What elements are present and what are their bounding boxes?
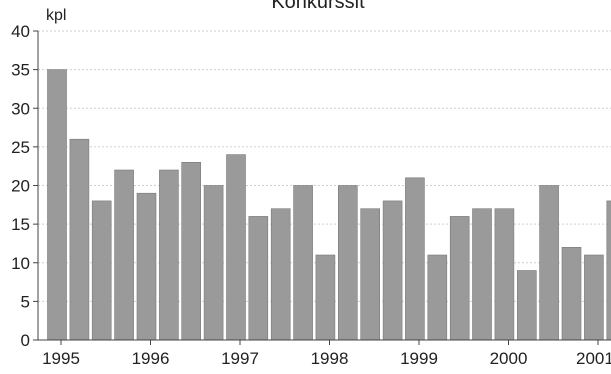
chart-title: Konkurssit [271,0,365,13]
bar [69,138,90,341]
bar [181,162,201,341]
bar [315,254,336,341]
bar [561,247,582,341]
bar [606,200,611,341]
y-tick-label: 40 [11,22,30,41]
bar [293,185,313,341]
y-tick-label: 15 [11,215,30,234]
y-tick-label: 5 [21,292,30,311]
bar [136,192,157,341]
x-axis-ticks: 1995 1996 1997 1998 1999 2000 2001 [42,340,611,368]
x-tick-label: 1999 [400,349,438,368]
bar [226,154,246,341]
bar [382,200,403,341]
x-tick-label: 2000 [490,349,528,368]
x-tick-label: 1996 [132,349,170,368]
bar [47,69,67,341]
y-tick-label: 10 [11,254,30,273]
bar [427,254,448,341]
bar [494,208,515,341]
x-tick-label: 1998 [311,349,349,368]
y-tick-label: 30 [11,99,30,118]
grid-lines [38,30,611,302]
bar [539,185,559,341]
bar [584,254,604,341]
bar [159,169,179,341]
bar [270,208,291,341]
bar [248,216,269,341]
bar [203,185,224,341]
y-tick-label: 20 [11,177,30,196]
y-axis-unit-label: kpl [46,7,66,24]
y-tick-label: 25 [11,138,30,157]
bar [114,169,134,341]
bar [405,177,425,341]
bar [516,270,537,341]
y-tick-label: 0 [21,331,30,350]
x-tick-label: 1995 [42,349,80,368]
bar [472,208,492,341]
x-tick-label: 1997 [221,349,259,368]
x-tick-label: 2001 [576,349,611,368]
bar [337,185,358,341]
bar [91,200,112,341]
bars [47,69,611,341]
bar [360,208,381,341]
y-tick-label: 35 [11,61,30,80]
y-axis-ticks: 0 5 10 15 20 25 30 35 40 [11,22,38,350]
bar [449,216,470,341]
